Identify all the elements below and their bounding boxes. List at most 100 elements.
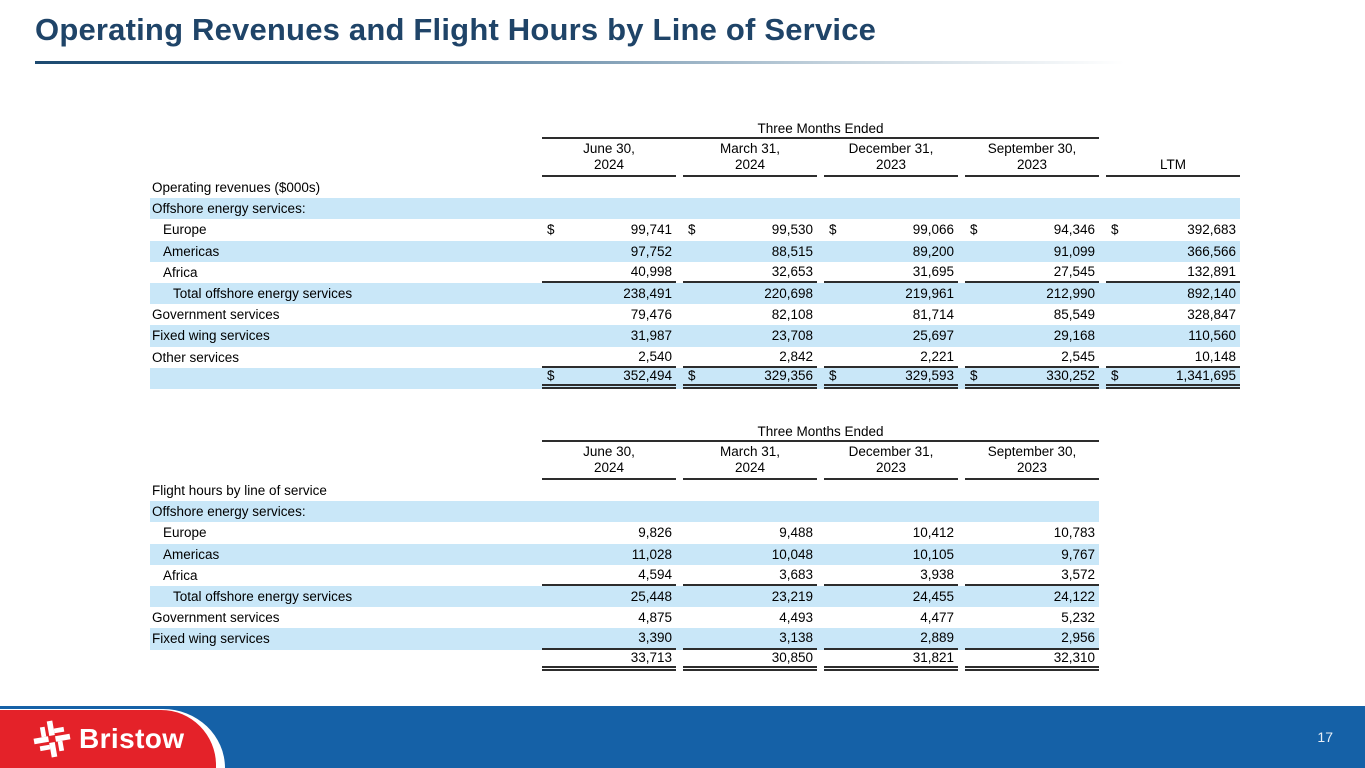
cell-value: 25,448 [630, 589, 672, 605]
value-cell: 212,990 [965, 283, 1099, 304]
currency-symbol: $ [829, 222, 837, 238]
cell-value: 31,987 [630, 328, 672, 344]
row-label: Africa [163, 567, 198, 583]
value-cell: $329,593 [824, 368, 958, 389]
value-cell: 79,476 [542, 304, 676, 325]
row-label: Fixed wing services [152, 328, 270, 344]
value-cell: 10,412 [824, 522, 958, 543]
value-cell: 91,099 [965, 241, 1099, 262]
cell-value: 132,891 [1187, 263, 1236, 279]
cell-value: 10,148 [1194, 348, 1236, 364]
cell-value: 3,138 [779, 630, 813, 646]
bristow-logo: Bristow [0, 710, 216, 768]
value-cell: 4,875 [542, 607, 676, 628]
value-cell: 25,448 [542, 586, 676, 607]
cell-value: 328,847 [1187, 307, 1236, 323]
value-cell: 2,545 [965, 347, 1099, 368]
table-row: Africa 40,998 32,653 31,695 27,545 132,891 [150, 262, 1240, 283]
column-header: June 30, 2024 [542, 442, 676, 480]
table-header-row: Three Months Ended [150, 120, 1240, 139]
page-number: 17 [1317, 729, 1333, 745]
currency-symbol: $ [970, 368, 978, 384]
value-cell: $330,252 [965, 368, 1099, 389]
value-cell: 24,455 [824, 586, 958, 607]
cell-value: 892,140 [1187, 286, 1236, 302]
value-cell: 10,048 [683, 544, 817, 565]
cell-value: 219,961 [905, 286, 954, 302]
table-row: Fixed wing services 31,987 23,708 25,697 29,… [150, 325, 1240, 347]
value-cell: 366,566 [1106, 241, 1240, 262]
row-label: Total offshore energy services [173, 286, 353, 302]
row-label: Americas [163, 243, 220, 259]
value-cell: 31,987 [542, 325, 676, 346]
value-cell: 27,545 [965, 262, 1099, 283]
value-cell: 5,232 [965, 607, 1099, 628]
table-row: Government services 79,476 82,108 81,714 85,… [150, 304, 1240, 325]
table-row: Offshore energy services: [150, 501, 1099, 523]
cell-value: 3,390 [638, 630, 672, 646]
value-cell: 4,493 [683, 607, 817, 628]
table-header-row: June 30, 2024 March 31, 2024 December 31, 202… [150, 139, 1240, 177]
value-cell: 3,938 [824, 565, 958, 586]
value-cell: 3,138 [683, 628, 817, 650]
cell-value: 2,842 [779, 348, 813, 364]
cell-value: 1,341,695 [1175, 368, 1236, 384]
row-label: Fixed wing services [152, 631, 270, 647]
header-spacer [150, 423, 535, 442]
value-cell: 2,842 [683, 347, 817, 368]
table-row: Total offshore energy services 238,491 220… [150, 282, 1240, 305]
value-cell: 88,515 [683, 241, 817, 262]
cell-value: 94,346 [1053, 222, 1095, 238]
cell-value: 40,998 [630, 263, 672, 279]
table-row: Europe $99,741 $99,530 $99,066 $94,346 $392,6… [150, 219, 1240, 240]
cell-value: 82,108 [771, 307, 813, 323]
table-row: $352,494 $329,356 $329,593 $330,252 $1,341,6… [150, 367, 1240, 389]
row-label: Total offshore energy services [173, 589, 353, 605]
cell-value: 79,476 [630, 307, 672, 323]
header-spacer [150, 139, 535, 177]
cell-value: 392,683 [1187, 222, 1236, 238]
value-cell: 10,148 [1106, 347, 1240, 368]
value-cell: 31,695 [824, 262, 958, 283]
value-cell: $94,346 [965, 219, 1099, 240]
cell-value: 4,594 [638, 566, 672, 582]
cell-value: 31,821 [912, 650, 954, 666]
currency-symbol: $ [688, 222, 696, 238]
cell-value: 88,515 [771, 243, 813, 259]
cell-value: 89,200 [912, 243, 954, 259]
value-cell: 32,310 [965, 650, 1099, 671]
cell-value: 97,752 [630, 243, 672, 259]
bristow-logo-text: Bristow [79, 723, 185, 754]
value-cell: $99,741 [542, 219, 676, 240]
currency-symbol: $ [688, 368, 696, 384]
value-cell: 89,200 [824, 241, 958, 262]
value-cell: 4,594 [542, 565, 676, 586]
cell-value: 5,232 [1061, 610, 1095, 626]
value-cell: 3,390 [542, 628, 676, 650]
value-cell: 9,826 [542, 522, 676, 543]
cell-value: 24,455 [912, 589, 954, 605]
cell-value: 30,850 [771, 650, 813, 666]
currency-symbol: $ [547, 222, 555, 238]
cell-value: 24,122 [1053, 589, 1095, 605]
value-cell: 23,219 [683, 586, 817, 607]
bristow-pinwheel-icon [33, 720, 71, 758]
table-header-row: June 30, 2024 March 31, 2024 December 31, 202… [150, 442, 1099, 480]
row-label: Operating revenues ($000s) [152, 180, 321, 196]
value-cell: 29,168 [965, 325, 1099, 346]
cell-value: 3,572 [1061, 566, 1095, 582]
table-row: Europe 9,826 9,488 10,412 10,783 [150, 522, 1099, 543]
value-cell: $1,341,695 [1106, 368, 1240, 389]
cell-value: 32,310 [1053, 650, 1095, 666]
cell-value: 85,549 [1053, 307, 1095, 323]
column-header: March 31, 2024 [683, 442, 817, 480]
row-label: Americas [163, 546, 220, 562]
table-row: Offshore energy services: [150, 198, 1240, 220]
value-cell: 33,713 [542, 650, 676, 671]
table-header-row: Three Months Ended [150, 423, 1099, 442]
cell-value: 2,956 [1061, 630, 1095, 646]
cell-value: 4,875 [638, 610, 672, 626]
value-cell: 85,549 [965, 304, 1099, 325]
value-cell: 97,752 [542, 241, 676, 262]
